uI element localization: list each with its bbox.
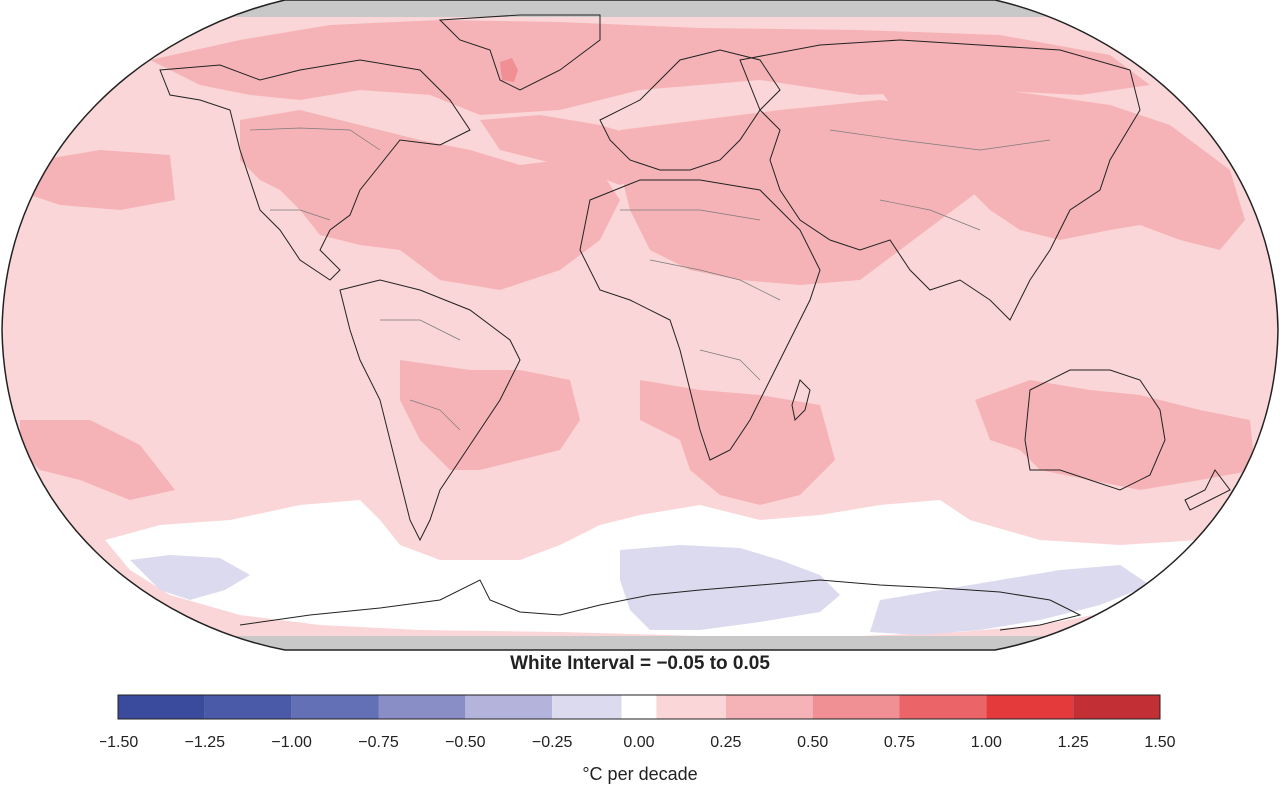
border-africa-central — [649, 259, 781, 301]
region-warm-south-pacific — [20, 420, 175, 500]
region-cooling-southern-ocean-west — [130, 555, 250, 600]
region-warm-east-asia — [880, 85, 1245, 250]
border-canada-usa — [249, 127, 381, 151]
colorbar-tick-label: −1.25 — [185, 734, 226, 751]
colorbar-bin-8 — [725, 695, 813, 719]
outline-new-zealand — [1184, 469, 1231, 511]
region-warm-west-pacific — [30, 150, 175, 210]
colorbar-bin-3 — [378, 695, 466, 719]
map-outline — [1, 0, 1279, 651]
region-hotspot-greenland — [500, 58, 518, 82]
colorbar-tick-label: 0.50 — [797, 734, 828, 751]
region-warm-australia — [975, 380, 1255, 490]
border-south-america-south — [409, 399, 461, 431]
outline-africa — [579, 179, 821, 461]
colorbar-tick-label: −0.25 — [532, 734, 573, 751]
colorbar-bin-9 — [812, 695, 900, 719]
outline-madagascar — [791, 379, 811, 422]
border-china-india — [879, 199, 981, 231]
colorbar-tick-label: 1.50 — [1144, 734, 1175, 751]
colorbar-tick-label: 0.25 — [710, 734, 741, 751]
colorbar-unit-label: °C per decade — [582, 764, 697, 784]
colorbar-tick-label: 1.25 — [1058, 734, 1089, 751]
colorbar-tick-label: 1.00 — [971, 734, 1002, 751]
outline-north-america — [159, 59, 471, 281]
colorbar-bin-6 — [621, 695, 657, 719]
border-usa-mexico — [270, 209, 331, 221]
colorbar-bin-2 — [291, 695, 379, 719]
outline-antarctica — [239, 579, 1082, 631]
region-cooling-southern-ocean-east — [870, 565, 1150, 635]
border-africa-north — [620, 209, 761, 221]
region-warm-north-atlantic — [480, 115, 660, 185]
colorbar-bin-0 — [118, 695, 205, 719]
colorbar-bin-12 — [1073, 695, 1160, 719]
outline-asia — [739, 39, 1141, 321]
colorbar-tick-label: 0.75 — [884, 734, 915, 751]
colorbar-bins — [117, 694, 1161, 720]
colorbar-bin-1 — [204, 695, 292, 719]
white-interval-label: White Interval = −0.05 to 0.05 — [510, 653, 770, 674]
arctic-no-data-band — [2, 0, 1278, 17]
region-warm-south-indian — [640, 380, 835, 505]
colorbar-ticks: −1.50 −1.25 −1.00 −0.75 −0.50 −0.25 0.00 0.25 0.… — [100, 734, 1176, 751]
colorbar-tick-label: −0.50 — [445, 734, 486, 751]
colorbar-frame — [117, 694, 1161, 720]
region-warm-north-america — [240, 110, 620, 290]
border-russia-china — [829, 129, 1051, 151]
colorbar-bin-11 — [986, 695, 1074, 719]
outline-south-america — [339, 279, 521, 542]
colorbar-bin-7 — [656, 695, 726, 719]
border-south-america — [380, 319, 461, 341]
colorbar-tick-label: 0.00 — [623, 734, 654, 751]
colorbar-bin-4 — [465, 695, 553, 719]
outline-greenland — [438, 14, 601, 91]
colorbar: −1.50 −1.25 −1.00 −0.75 −0.50 −0.25 0.00 0.25 0.… — [100, 694, 1176, 784]
region-warm-eurasia — [620, 100, 1000, 285]
world-temperature-trend-map — [1, 0, 1279, 651]
border-africa-south — [699, 349, 761, 381]
outline-europe — [599, 49, 781, 171]
colorbar-tick-label: −0.75 — [358, 734, 399, 751]
antarctic-no-data-band — [2, 636, 1278, 650]
outline-australia — [1024, 369, 1166, 491]
colorbar-tick-label: −1.50 — [100, 734, 138, 751]
colorbar-bin-5 — [552, 695, 622, 719]
colorbar-bin-10 — [899, 695, 987, 719]
colorbar-tick-label: −1.00 — [271, 734, 312, 751]
